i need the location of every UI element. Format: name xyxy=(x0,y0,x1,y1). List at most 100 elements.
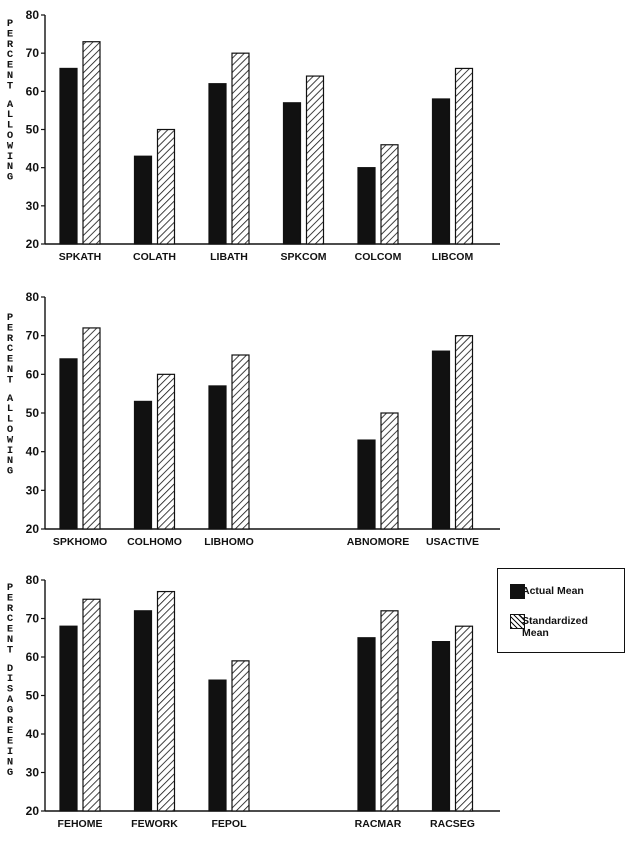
y-axis-label-letter: O xyxy=(7,424,13,436)
y-axis-label-letter: T xyxy=(7,374,13,386)
y-tick-label: 80 xyxy=(26,8,40,22)
y-axis-label-letter: E xyxy=(7,28,13,40)
y-tick-label: 50 xyxy=(26,406,40,420)
bar-standardized-mean xyxy=(380,610,399,812)
category-label: RACMAR xyxy=(355,818,402,830)
category-label: SPKCOM xyxy=(280,251,326,263)
bar-standardized-mean xyxy=(231,660,250,812)
y-axis-label-letter: A xyxy=(7,694,14,706)
y-axis-label-letter: E xyxy=(7,354,13,366)
category-label: COLCOM xyxy=(355,251,402,263)
y-axis-label-letter: I xyxy=(7,746,13,758)
y-tick-label: 30 xyxy=(26,483,40,497)
y-axis-label-letter: P xyxy=(7,18,13,30)
bar-actual-mean xyxy=(59,625,78,812)
bar-standardized-mean xyxy=(156,128,176,245)
bar-standardized-mean xyxy=(454,335,474,530)
y-axis-label-letter: E xyxy=(7,592,13,604)
y-tick-label: 70 xyxy=(26,329,40,343)
bar-actual-mean xyxy=(208,83,227,245)
y-axis-label-letter: I xyxy=(7,673,13,685)
bar-actual-mean xyxy=(357,439,376,530)
category-label: USACTIVE xyxy=(426,536,479,548)
bar-standardized-mean xyxy=(454,625,474,812)
y-tick-label: 70 xyxy=(26,612,40,626)
category-label: FEWORK xyxy=(131,818,178,830)
category-label: FEPOL xyxy=(211,818,247,830)
legend-label-standardized-line1: Standardized xyxy=(522,615,588,627)
bar-standardized-mean xyxy=(82,327,101,530)
bar-actual-mean xyxy=(59,358,78,530)
y-tick-label: 30 xyxy=(26,766,40,780)
y-tick-label: 20 xyxy=(26,237,40,251)
bar-standardized-mean xyxy=(380,412,399,530)
legend-swatch-actual xyxy=(510,584,525,599)
bar-actual-mean xyxy=(208,385,227,530)
legend: Actual Mean Standardized Mean xyxy=(497,568,625,653)
category-label: COLATH xyxy=(133,251,176,263)
y-axis-label-letter: E xyxy=(7,725,13,737)
bar-actual-mean xyxy=(133,610,153,812)
legend-label-actual: Actual Mean xyxy=(522,585,584,597)
y-axis-label-letter: E xyxy=(7,60,13,72)
y-axis-label-letter: P xyxy=(7,582,13,594)
y-axis-label-letter: L xyxy=(7,109,13,121)
y-axis-label-letter: N xyxy=(7,634,13,646)
y-axis-label-letter: I xyxy=(7,445,13,457)
y-axis-label-letter: S xyxy=(7,684,13,696)
bar-standardized-mean xyxy=(231,354,250,530)
y-axis-label-letter: G xyxy=(7,466,13,478)
y-axis-label-letter: C xyxy=(7,613,14,625)
y-axis-label-letter: G xyxy=(7,172,13,184)
category-label: FEHOME xyxy=(58,818,103,830)
y-axis-label-letter: R xyxy=(7,715,14,727)
y-axis-label-letter: N xyxy=(7,756,13,768)
bar-standardized-mean xyxy=(82,598,101,812)
y-tick-label: 20 xyxy=(26,804,40,818)
y-axis-label-letter: A xyxy=(7,393,14,405)
y-axis-label-letter: R xyxy=(7,39,14,51)
y-axis-label-letter: G xyxy=(7,767,13,779)
bar-actual-mean xyxy=(431,350,451,530)
y-tick-label: 30 xyxy=(26,199,40,213)
y-axis-label-letter: C xyxy=(7,49,14,61)
y-axis-label-letter: E xyxy=(7,624,13,636)
y-axis-label-letter: T xyxy=(7,80,13,92)
y-axis-label-letter: W xyxy=(7,434,14,446)
y-axis-label-letter: I xyxy=(7,151,13,163)
bar-standardized-mean xyxy=(305,75,325,245)
bar-standardized-mean xyxy=(156,590,176,812)
y-axis-label-letter: D xyxy=(7,663,13,675)
category-label: ABNOMORE xyxy=(347,536,409,548)
y-tick-label: 60 xyxy=(26,650,40,664)
y-axis-label-letter: L xyxy=(7,120,13,132)
y-tick-label: 70 xyxy=(26,46,40,60)
y-axis-label-letter: G xyxy=(7,704,13,716)
category-label: COLHOMO xyxy=(127,536,182,548)
bar-actual-mean xyxy=(357,167,376,245)
y-tick-label: 60 xyxy=(26,367,40,381)
y-tick-label: 50 xyxy=(26,689,40,703)
bar-actual-mean xyxy=(59,67,78,245)
bar-actual-mean xyxy=(133,155,153,245)
y-axis-label-letter: T xyxy=(7,644,13,656)
bar-standardized-mean xyxy=(231,52,250,245)
bar-actual-mean xyxy=(431,98,451,245)
y-axis-label-letter: N xyxy=(7,364,13,376)
y-axis-label-letter: A xyxy=(7,99,14,111)
bar-standardized-mean xyxy=(82,41,101,245)
y-tick-label: 80 xyxy=(26,290,40,304)
y-axis-label-letter: R xyxy=(7,603,14,615)
y-tick-label: 20 xyxy=(26,522,40,536)
y-tick-label: 40 xyxy=(26,727,40,741)
y-axis-label-letter: P xyxy=(7,312,13,324)
bar-actual-mean xyxy=(282,102,302,245)
category-label: LIBHOMO xyxy=(204,536,254,548)
bar-actual-mean xyxy=(431,640,451,812)
category-label: LIBCOM xyxy=(432,251,474,263)
bar-actual-mean xyxy=(357,637,376,812)
